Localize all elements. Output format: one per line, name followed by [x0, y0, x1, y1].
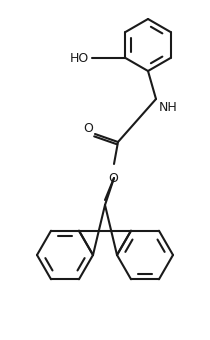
Text: HO: HO: [70, 51, 89, 65]
Text: O: O: [83, 122, 93, 136]
Text: O: O: [108, 172, 118, 185]
Text: NH: NH: [159, 101, 178, 114]
